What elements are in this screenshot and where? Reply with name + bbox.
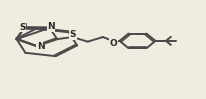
Text: N: N [47,22,55,31]
Text: S: S [19,23,26,32]
Text: N: N [37,42,44,51]
Text: O: O [110,39,117,48]
Text: S: S [70,30,76,39]
Text: N: N [19,23,27,32]
